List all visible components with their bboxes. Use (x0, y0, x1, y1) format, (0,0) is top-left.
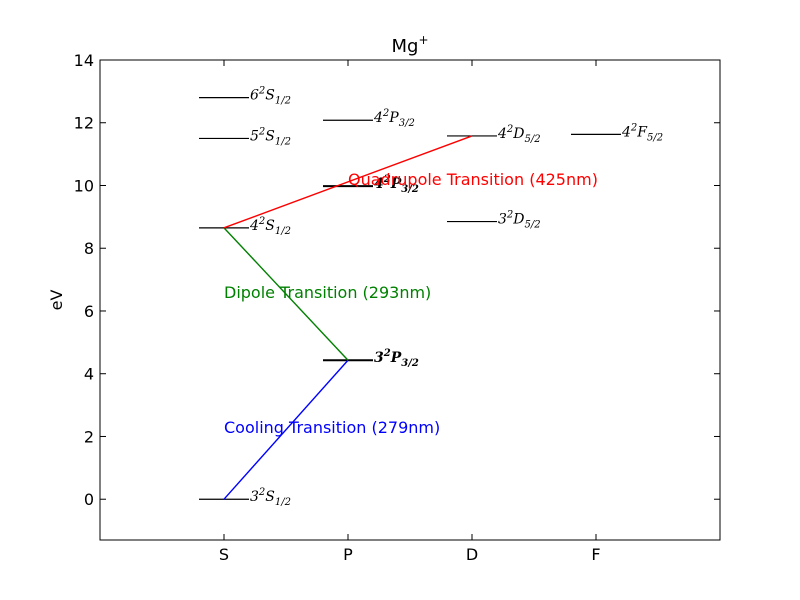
level-label: 32P3/2 (374, 348, 419, 369)
chart-title-main: Mg (391, 36, 418, 57)
x-tick-label: F (591, 545, 600, 564)
chart-title-superscript: + (418, 33, 428, 47)
level-label: 32S1/2 (250, 487, 291, 508)
chart-title: Mg+ (391, 33, 428, 57)
y-tick-label: 12 (74, 114, 94, 133)
level-label: 42S1/2 (249, 216, 291, 237)
level-label: 42P3/2 (373, 108, 415, 129)
transition-line (223, 359, 349, 500)
y-axis-label: eV (47, 290, 66, 311)
level-label: 52S1/2 (250, 126, 291, 147)
level-label: 42D5/2 (497, 124, 541, 145)
transition-label: Cooling Transition (279nm) (224, 418, 440, 437)
y-tick-label: 8 (84, 239, 94, 258)
x-tick-label: S (219, 545, 229, 564)
transition-line (223, 135, 473, 229)
transition-line (223, 227, 349, 361)
x-tick-label: P (343, 545, 353, 564)
x-tick-label: D (466, 545, 478, 564)
y-tick-label: 2 (84, 427, 94, 446)
transition-label: Dipole Transition (293nm) (224, 283, 431, 302)
y-tick-label: 0 (84, 490, 94, 509)
level-label: 42P3/2 (374, 174, 419, 195)
y-tick-label: 10 (74, 176, 94, 195)
transition-label: Quadrupole Transition (425nm) (348, 170, 598, 189)
plot-area: 32S1/2 42S1/2 52S1/2 62S1/2 32P3/2 42P3/2 42P3… (199, 86, 663, 508)
axes-frame (99, 59, 721, 541)
y-tick-label: 14 (74, 51, 94, 70)
level-label: 62S1/2 (250, 86, 291, 107)
y-tick-label: 4 (84, 365, 94, 384)
level-label: 32D5/2 (498, 210, 541, 231)
level-label: 42F5/2 (621, 122, 663, 143)
y-tick-label: 6 (84, 302, 94, 321)
